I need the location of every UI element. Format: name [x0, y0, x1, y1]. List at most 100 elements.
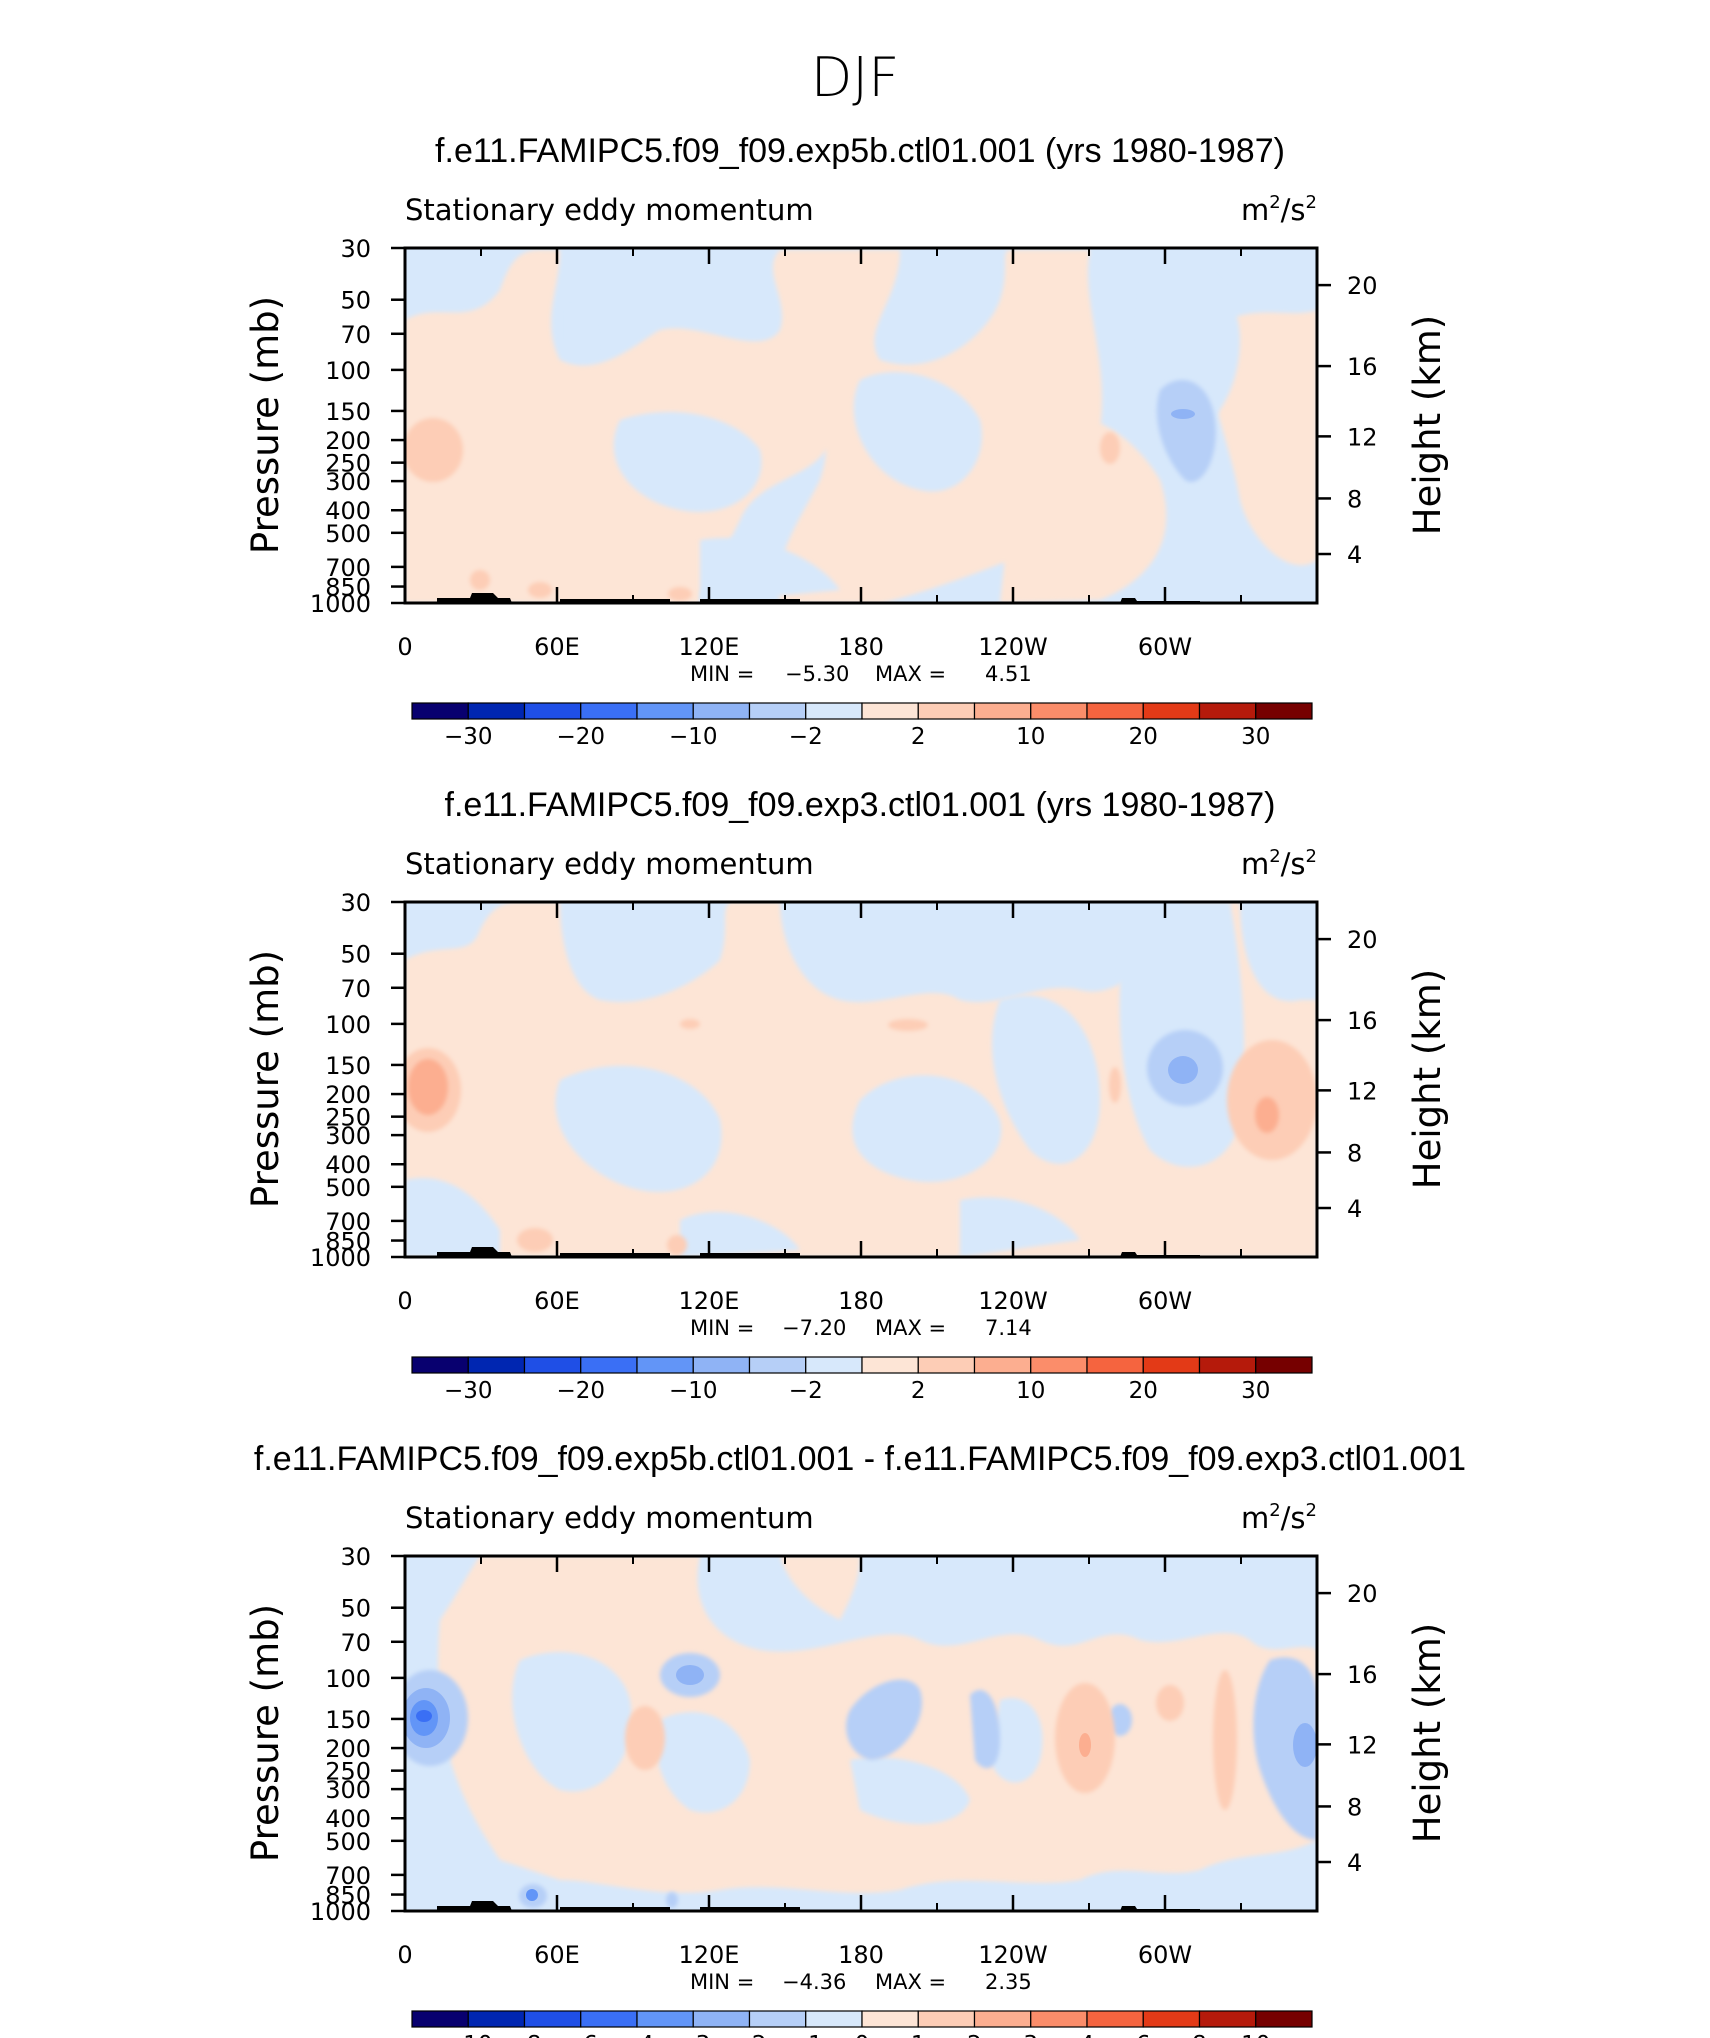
- units-label: m2/s2: [1241, 1500, 1317, 1535]
- colorbar-swatch: [1198, 2010, 1257, 2028]
- min-value: −4.36: [782, 1970, 846, 1994]
- y-tick-label: 50: [340, 1595, 371, 1623]
- colorbar-swatch: [692, 2010, 751, 2028]
- y-tick-label: 150: [325, 1706, 371, 1734]
- x-tick-label: 120W: [978, 633, 1048, 661]
- y-tick-label: 300: [325, 1776, 371, 1804]
- colorbar-swatch: [748, 2010, 807, 2028]
- y-tick-label: 400: [325, 1151, 371, 1179]
- y-tick-label: 700: [325, 554, 371, 582]
- colorbar-label: 2: [967, 2032, 982, 2038]
- y-tick-label: 30: [340, 889, 371, 917]
- y-tick-label: 70: [340, 321, 371, 349]
- colorbar: −30 −20 −10 −2 2 10 20 30: [411, 702, 1313, 750]
- colorbar-swatch: [411, 702, 469, 720]
- main-title: DJF: [811, 46, 900, 109]
- colorbar-label: 10: [1016, 724, 1045, 750]
- negative-regions: [512, 1652, 1043, 1824]
- y-right-tick-label: 20: [1347, 272, 1378, 300]
- y-tick-label: 30: [340, 1543, 371, 1571]
- y-tick-label: 200: [325, 427, 371, 455]
- colorbar-swatch: [1142, 1356, 1201, 1374]
- colorbar-swatch: [917, 702, 976, 720]
- y-tick-label: 70: [340, 975, 371, 1003]
- negative-level-5: [1171, 409, 1195, 419]
- negative-level-1: [405, 1653, 1317, 1908]
- colorbar-swatch: [973, 702, 1032, 720]
- colorbar-swatch: [748, 1356, 807, 1374]
- colorbar-swatch: [1255, 702, 1313, 720]
- colorbar-swatch: [1142, 702, 1201, 720]
- colorbar-label: 8: [1192, 2032, 1207, 2038]
- x-tick-label: 60E: [534, 633, 580, 661]
- y-axis-label-right: Height (km): [1406, 1623, 1449, 1843]
- colorbar-swatch: [861, 2010, 919, 2028]
- y-tick-label: 500: [325, 1174, 371, 1202]
- y-right-tick-label: 16: [1347, 1661, 1378, 1689]
- y-axis-label-right: Height (km): [1406, 315, 1449, 535]
- colorbar-label: −10: [669, 724, 718, 750]
- min-value: −7.20: [782, 1316, 846, 1340]
- y-axis-label-left: Pressure (mb): [244, 1604, 287, 1862]
- colorbar-label: −2: [789, 1378, 823, 1404]
- y-tick-label: 250: [325, 1104, 371, 1132]
- variable-label: Stationary eddy momentum: [405, 1501, 814, 1535]
- colorbar-swatch: [973, 1356, 1032, 1374]
- colorbar-swatch: [467, 2010, 526, 2028]
- colorbar-swatch: [805, 1356, 863, 1374]
- positive-level-2: [405, 418, 1120, 601]
- colorbar-swatch: [636, 1356, 694, 1374]
- colorbar-swatch: [467, 1356, 526, 1374]
- y-right-tick-label: 12: [1347, 423, 1378, 451]
- max-label: MAX =: [875, 1970, 946, 1994]
- colorbar-label: −3: [676, 2032, 710, 2038]
- colorbar-label: −20: [556, 1378, 605, 1404]
- y-tick-label: 500: [325, 520, 371, 548]
- y-tick-label: 200: [325, 1081, 371, 1109]
- positive-level-2: [1079, 1733, 1091, 1757]
- y-tick-label: 500: [325, 1828, 371, 1856]
- y-axis-label-left: Pressure (mb): [244, 296, 287, 554]
- colorbar-swatch: [411, 1356, 469, 1374]
- min-value: −5.30: [785, 662, 849, 686]
- colorbar-swatch: [861, 702, 919, 720]
- colorbar-swatch: [636, 702, 694, 720]
- min-label: MIN =: [690, 1316, 754, 1340]
- colorbar-label: −2: [789, 724, 823, 750]
- colorbar-label: 0: [855, 2032, 870, 2038]
- y-right-tick-label: 12: [1347, 1731, 1378, 1759]
- colorbar-swatch: [523, 702, 582, 720]
- axes: 0 60E 120E 180 120W 60W3050701001502002503004…: [310, 889, 1378, 1315]
- panel-title: f.e11.FAMIPC5.f09_f09.exp5b.ctl01.001 (y…: [435, 132, 1285, 170]
- y-tick-label: 850: [325, 1228, 371, 1256]
- y-right-tick-label: 16: [1347, 353, 1378, 381]
- axes: 0 60E 120E 180 120W 60W3050701001502002503004…: [310, 1543, 1378, 1969]
- x-tick-label: 0: [397, 1287, 412, 1315]
- colorbar-swatch: [411, 2010, 469, 2028]
- x-tick-label: 60W: [1138, 1287, 1192, 1315]
- y-right-tick-label: 8: [1347, 1793, 1362, 1821]
- y-tick-label: 30: [340, 235, 371, 263]
- units-label: m2/s2: [1241, 846, 1317, 881]
- x-tick-label: 60E: [534, 1287, 580, 1315]
- colorbar-label: −1: [789, 2032, 823, 2038]
- negative-regions: [405, 902, 1245, 1257]
- colorbar-label: 2: [911, 1378, 926, 1404]
- y-axis-label-left: Pressure (mb): [244, 950, 287, 1208]
- colorbar-swatch: [1030, 1356, 1088, 1374]
- y-tick-label: 700: [325, 1862, 371, 1890]
- y-right-tick-label: 4: [1347, 1849, 1362, 1877]
- y-right-tick-label: 8: [1347, 1139, 1362, 1167]
- y-tick-label: 50: [340, 941, 371, 969]
- y-tick-label: 150: [325, 398, 371, 426]
- x-tick-label: 120W: [978, 1287, 1048, 1315]
- colorbar-label: 4: [1080, 2032, 1095, 2038]
- colorbar-swatch: [523, 1356, 582, 1374]
- y-tick-label: 850: [325, 574, 371, 602]
- y-tick-label: 250: [325, 1758, 371, 1786]
- colorbar-label: −4: [620, 2032, 654, 2038]
- max-label: MAX =: [875, 1316, 946, 1340]
- colorbar-swatch: [523, 2010, 582, 2028]
- colorbar-swatch: [1255, 2010, 1313, 2028]
- y-tick-label: 850: [325, 1882, 371, 1910]
